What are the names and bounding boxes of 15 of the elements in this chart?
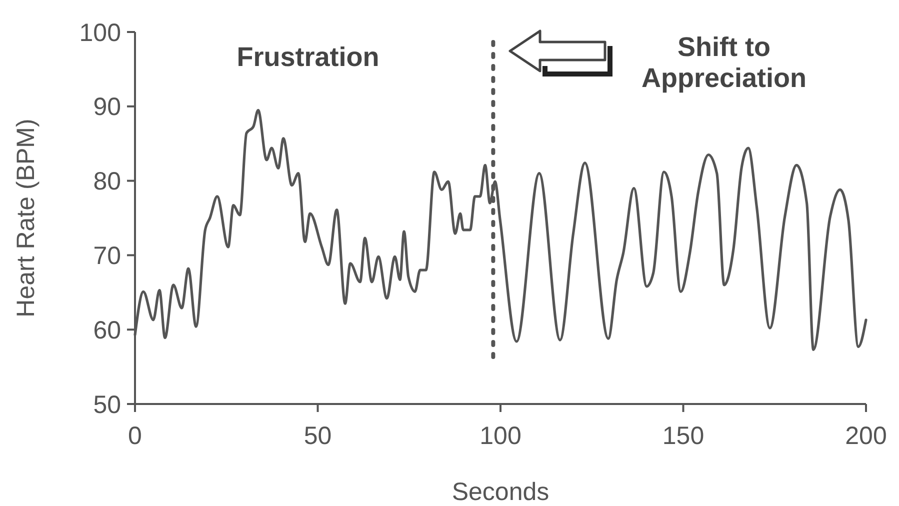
- x-tick-label: 200: [845, 422, 887, 450]
- y-axis-title: Heart Rate (BPM): [12, 118, 40, 318]
- annotation: Frustration: [236, 42, 380, 72]
- x-tick-label: 100: [480, 422, 522, 450]
- y-tick-label: 50: [93, 390, 121, 419]
- x-tick-label: 0: [128, 422, 142, 450]
- y-tick-label: 80: [93, 168, 121, 196]
- y-tick-label: 60: [93, 316, 121, 344]
- y-tick-label: 90: [93, 93, 121, 122]
- x-tick-label: 150: [662, 422, 704, 450]
- y-tick-label: 70: [93, 242, 121, 270]
- x-tick-label: 50: [304, 422, 332, 450]
- x-axis-title: Seconds: [452, 478, 550, 506]
- annotation: Shift to Appreciation: [641, 32, 807, 93]
- y-tick-label: 100: [79, 18, 121, 47]
